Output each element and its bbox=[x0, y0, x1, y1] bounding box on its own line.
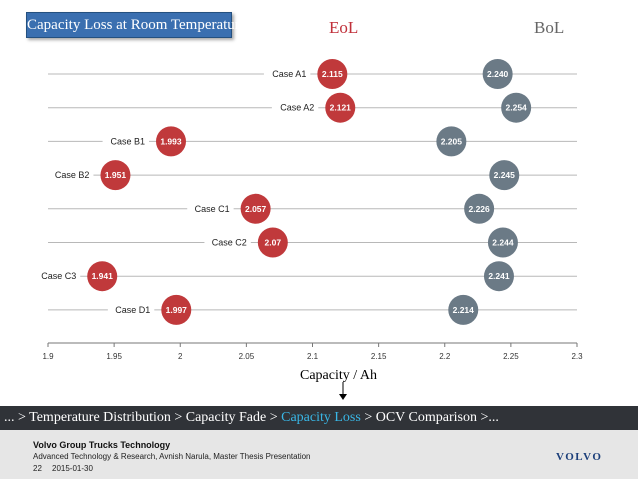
bol-value-label: 2.214 bbox=[453, 305, 475, 315]
bol-value-label: 2.244 bbox=[492, 238, 514, 248]
capacity-chart: 1.9 1.95 2 2.05 2.1 2.15 2.2 2.25 2.3 Case A1 2.11… bbox=[41, 59, 583, 400]
category-label: Case B2 bbox=[55, 170, 90, 180]
breadcrumb-active: Capacity Loss bbox=[281, 410, 361, 425]
x-tick-label: 2 bbox=[178, 352, 183, 361]
eol-point bbox=[155, 126, 186, 157]
page-number: 22 bbox=[33, 464, 42, 473]
eol-point bbox=[257, 227, 288, 258]
category-label: Case B1 bbox=[110, 136, 145, 146]
x-tick-label: 2.15 bbox=[371, 352, 387, 361]
category-label: Case A1 bbox=[272, 69, 306, 79]
bol-point bbox=[487, 227, 518, 258]
bol-point bbox=[501, 92, 532, 123]
category-label: Case C2 bbox=[212, 238, 247, 248]
x-tick-label: 1.95 bbox=[106, 352, 122, 361]
x-tick-label: 2.3 bbox=[571, 352, 583, 361]
slide-title: Capacity Loss at Room Temperature bbox=[26, 12, 246, 38]
x-tick-label: 2.1 bbox=[307, 352, 319, 361]
breadcrumb-before: ... > Temperature Distribution > Capacit… bbox=[4, 410, 282, 425]
bol-point bbox=[464, 193, 495, 224]
category-label: Case D1 bbox=[115, 305, 150, 315]
eol-value-label: 2.057 bbox=[245, 204, 267, 214]
eol-point bbox=[100, 160, 131, 191]
volvo-logo: VOLVO bbox=[556, 451, 603, 463]
eol-point bbox=[317, 59, 348, 89]
x-tick-label: 1.9 bbox=[42, 352, 54, 361]
x-tick-label: 2.2 bbox=[439, 352, 451, 361]
category-label: Case C3 bbox=[41, 271, 76, 281]
bol-point bbox=[489, 160, 520, 191]
x-tick-label: 2.25 bbox=[503, 352, 519, 361]
eol-value-label: 1.941 bbox=[92, 271, 114, 281]
bol-value-label: 2.240 bbox=[487, 69, 509, 79]
x-tick-label: 2.05 bbox=[239, 352, 255, 361]
bol-value-label: 2.226 bbox=[468, 204, 490, 214]
bol-value-label: 2.254 bbox=[506, 103, 528, 113]
eol-point bbox=[325, 92, 356, 123]
footer: Volvo Group Trucks Technology Advanced T… bbox=[0, 430, 638, 479]
eol-point bbox=[87, 261, 118, 292]
footer-subtitle: Advanced Technology & Research, Avnish N… bbox=[33, 452, 311, 461]
category-label: Case C1 bbox=[195, 204, 230, 214]
eol-value-label: 1.997 bbox=[166, 305, 188, 315]
bol-point bbox=[482, 59, 513, 89]
bol-value-label: 2.205 bbox=[441, 136, 463, 146]
bol-point bbox=[436, 126, 467, 157]
eol-value-label: 1.993 bbox=[160, 136, 182, 146]
eol-value-label: 2.121 bbox=[330, 103, 352, 113]
footer-org: Volvo Group Trucks Technology bbox=[33, 440, 171, 450]
eol-value-label: 2.07 bbox=[265, 238, 282, 248]
footer-date: 2015-01-30 bbox=[52, 464, 93, 473]
x-axis-label: Capacity / Ah bbox=[300, 368, 377, 383]
eol-point bbox=[240, 193, 271, 224]
arrow-down-icon bbox=[339, 394, 347, 400]
bol-point bbox=[448, 294, 479, 325]
legend-bol: BoL bbox=[534, 18, 565, 37]
bol-value-label: 2.241 bbox=[488, 271, 510, 281]
eol-value-label: 2.115 bbox=[322, 69, 343, 79]
bol-value-label: 2.245 bbox=[494, 170, 516, 180]
eol-value-label: 1.951 bbox=[105, 170, 127, 180]
eol-point bbox=[161, 294, 192, 325]
breadcrumb: ... > Temperature Distribution > Capacit… bbox=[0, 406, 638, 430]
legend-eol: EoL bbox=[329, 18, 359, 37]
breadcrumb-after: > OCV Comparison >... bbox=[360, 410, 499, 425]
category-label: Case A2 bbox=[280, 103, 314, 113]
bol-point bbox=[483, 261, 514, 292]
